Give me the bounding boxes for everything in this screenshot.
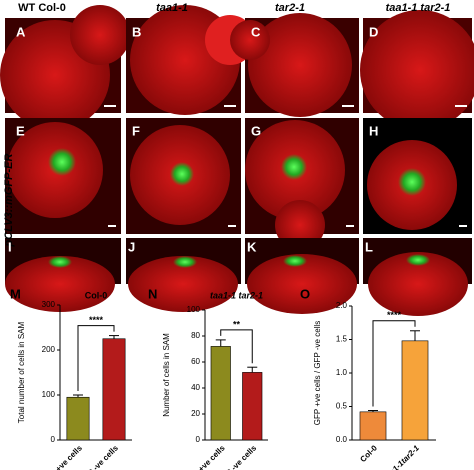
y-tick-label: 200 bbox=[42, 345, 56, 354]
bar bbox=[242, 372, 263, 441]
y-tick-label: 20 bbox=[191, 409, 200, 418]
x-tick-label: taa1-1tar2-1 bbox=[383, 443, 422, 470]
x-tick-label: Col-0 bbox=[358, 443, 379, 464]
panel-label: O bbox=[300, 286, 310, 301]
y-axis-label: GFP +ve cells / GFP -ve cells bbox=[313, 321, 322, 425]
panel-label: A bbox=[16, 24, 26, 39]
significance-bracket bbox=[372, 320, 416, 407]
y-tick-label: 300 bbox=[42, 300, 56, 309]
chart-title: taa1-1 tar2-1 bbox=[210, 290, 263, 300]
panel-label: C bbox=[251, 24, 261, 39]
y-tick-label: 0 bbox=[196, 435, 201, 444]
side-label: pCLV3::mGFP-ER bbox=[3, 154, 15, 248]
y-tick-label: 80 bbox=[191, 331, 200, 340]
panel-label: N bbox=[148, 286, 157, 301]
y-tick-label: 1.0 bbox=[336, 368, 348, 377]
y-tick-label: 0.5 bbox=[336, 402, 348, 411]
x-tick-label: GFP +ve cells bbox=[41, 443, 85, 470]
panel-label: E bbox=[16, 123, 25, 138]
significance-bracket bbox=[220, 329, 253, 364]
y-tick-label: 0 bbox=[51, 435, 56, 444]
x-tick-label: GFP -ve cells bbox=[78, 443, 120, 470]
column-header: taa1-1 tar2-1 bbox=[386, 2, 451, 14]
significance-bracket bbox=[77, 325, 115, 391]
panel-label: B bbox=[132, 24, 141, 39]
column-header: taa1-1 bbox=[156, 2, 188, 14]
x-tick-label: GFP +ve cells bbox=[183, 443, 227, 470]
significance: **** bbox=[387, 310, 402, 320]
panel-label: J bbox=[128, 239, 135, 254]
bar bbox=[401, 340, 429, 441]
chart-title: Col-0 bbox=[85, 290, 108, 300]
panel-label: I bbox=[8, 239, 12, 254]
bar bbox=[359, 411, 387, 441]
bar bbox=[102, 338, 126, 441]
y-axis-label: Total number of cells in SAM bbox=[17, 321, 26, 423]
panel-label: F bbox=[132, 123, 140, 138]
micrographs bbox=[0, 5, 474, 316]
y-tick-label: 40 bbox=[191, 383, 200, 392]
panel-label: M bbox=[10, 286, 21, 301]
panel-label: L bbox=[365, 239, 373, 254]
significance: **** bbox=[89, 315, 104, 325]
y-axis-label: Number of cells in SAM bbox=[162, 333, 171, 417]
panel-label: H bbox=[369, 123, 378, 138]
y-tick-label: 100 bbox=[187, 305, 201, 314]
bar bbox=[66, 396, 90, 441]
y-tick-label: 2.0 bbox=[336, 301, 348, 310]
panel-label: G bbox=[251, 123, 261, 138]
panel-label: D bbox=[369, 24, 378, 39]
panel-label: K bbox=[247, 239, 257, 254]
y-tick-label: 0.0 bbox=[336, 435, 348, 444]
y-tick-label: 1.5 bbox=[336, 335, 348, 344]
significance: ** bbox=[233, 319, 241, 329]
y-tick-label: 100 bbox=[42, 390, 56, 399]
bar bbox=[210, 346, 231, 441]
column-header: WT Col-0 bbox=[18, 2, 66, 14]
column-header: tar2-1 bbox=[275, 2, 305, 14]
y-tick-label: 60 bbox=[191, 357, 200, 366]
